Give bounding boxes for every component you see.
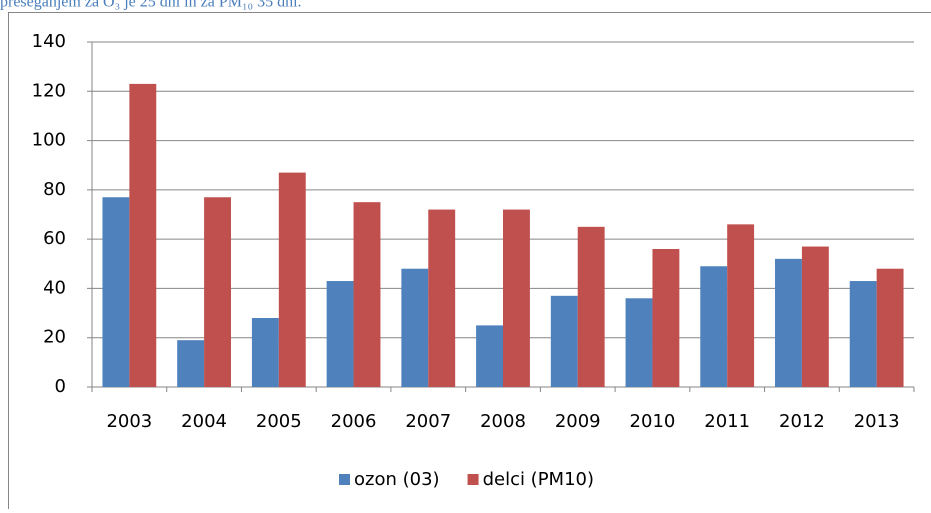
bar bbox=[727, 224, 755, 387]
y-tick-label: 40 bbox=[43, 277, 66, 298]
legend-swatch bbox=[339, 474, 350, 485]
x-tick-label: 2003 bbox=[106, 411, 152, 432]
bar bbox=[577, 226, 605, 387]
y-tick-label: 20 bbox=[43, 327, 66, 348]
x-tick-label: 2011 bbox=[704, 411, 750, 432]
x-tick-label: 2005 bbox=[256, 411, 302, 432]
caption: preseganjem za O₃ je 25 dni in za PM₁₀ 3… bbox=[0, 0, 302, 11]
bar bbox=[102, 197, 130, 387]
bar bbox=[550, 295, 578, 387]
x-tick-label: 2004 bbox=[181, 411, 227, 432]
bar bbox=[251, 318, 279, 387]
y-tick-label: 120 bbox=[32, 80, 66, 101]
bar bbox=[775, 258, 802, 387]
bar bbox=[503, 209, 530, 387]
x-tick-label: 2009 bbox=[555, 411, 601, 432]
y-tick-label: 140 bbox=[32, 31, 66, 52]
x-tick-label: 2013 bbox=[854, 411, 900, 432]
bar bbox=[278, 172, 306, 387]
x-tick-label: 2010 bbox=[630, 411, 676, 432]
x-tick-label: 2012 bbox=[779, 411, 825, 432]
y-tick-label: 0 bbox=[55, 376, 66, 397]
y-tick-label: 60 bbox=[43, 228, 66, 249]
legend-label: delci (PM10) bbox=[483, 469, 594, 490]
legend-swatch bbox=[467, 474, 479, 485]
x-tick-label: 2006 bbox=[331, 411, 377, 432]
bar bbox=[177, 340, 205, 387]
bar bbox=[652, 249, 680, 387]
legend-label: ozon (03) bbox=[354, 469, 440, 490]
bar bbox=[326, 281, 354, 387]
x-tick-label: 2008 bbox=[480, 411, 526, 432]
bar bbox=[700, 266, 728, 387]
bar bbox=[625, 298, 653, 387]
bar bbox=[204, 197, 231, 387]
bar bbox=[876, 268, 904, 387]
y-tick-label: 100 bbox=[32, 130, 66, 151]
bar bbox=[801, 246, 829, 387]
bar bbox=[401, 268, 429, 387]
bar bbox=[353, 202, 381, 387]
bar bbox=[428, 209, 456, 387]
x-tick-label: 2007 bbox=[405, 411, 451, 432]
bar bbox=[476, 325, 503, 387]
bar bbox=[849, 281, 877, 387]
bar bbox=[129, 83, 157, 388]
y-tick-label: 80 bbox=[43, 179, 66, 200]
